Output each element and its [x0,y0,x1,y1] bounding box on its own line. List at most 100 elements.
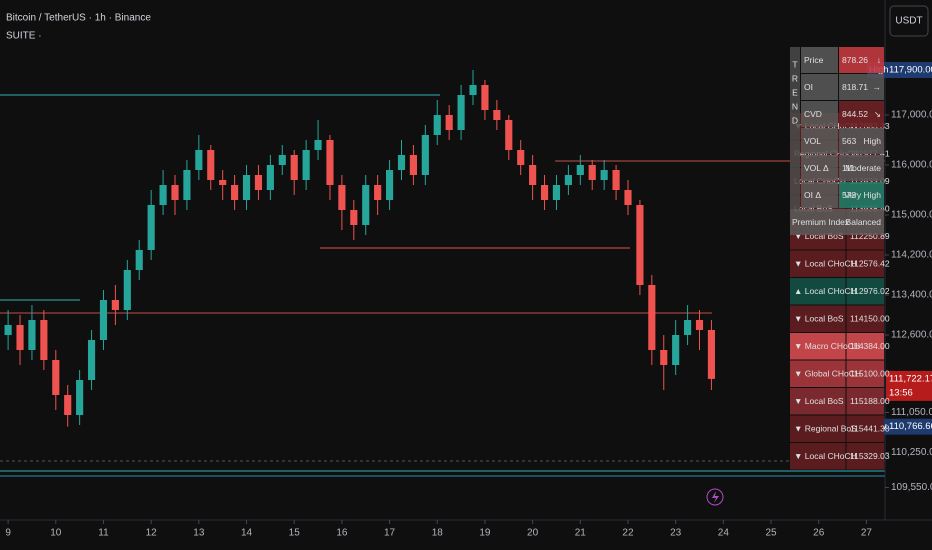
candle-body [385,170,394,200]
structure-value: 112976.02 [850,286,890,296]
candle-body [612,170,620,190]
structure-row-bg [790,333,884,360]
price-tag-countdown: 13:56 [889,387,913,398]
candle-body [338,185,346,210]
trend-label: CVD [804,109,822,119]
trend-label-bg [801,101,838,127]
structure-label: ▼ Regional BoS [794,424,857,434]
candle-body [457,95,465,130]
structure-row-bg [790,278,884,305]
trend-value-bg [839,128,884,154]
x-tick-label: 26 [813,528,825,539]
candle-body [290,155,298,180]
candle-body [302,150,310,180]
candle-body [695,320,704,330]
levels [0,94,885,477]
structure-value: 115100.00 [850,369,890,379]
trend-value-bg [839,47,884,73]
x-tick-label: 19 [479,528,491,539]
candle-body [529,165,537,185]
candle-body [254,175,263,190]
price-tag: 111,722.17 13:56 [886,370,932,401]
y-tick-label: 109,550.00 [891,482,932,493]
trend-state: High [864,136,882,146]
structure-label: ▼ Local CHoCH [794,259,857,269]
trend-side-bg [790,47,800,209]
candle-body [636,205,644,285]
trend-label: OI [804,82,813,92]
trend-value: 573 [842,190,856,200]
trend-state: ↓ [877,55,881,65]
alert-bolt [712,491,719,503]
candle-body [242,175,251,200]
candle-body [16,325,24,350]
price-tag-label: 111,722.17 [889,373,932,384]
y-tick-label: 116,000.00 [891,160,932,171]
currency-button[interactable] [889,5,929,37]
trend-state: Moderate [845,163,881,173]
structure-value: 114384.00 [850,341,890,351]
x-tick-label: 17 [384,528,396,539]
trend-value-bg [839,74,884,100]
candle-body [552,185,561,200]
candle-body [183,170,191,200]
trend-label-bg [801,182,838,208]
candle-body [207,150,215,180]
trend-side-letter: N [792,101,798,111]
candle-body [326,140,334,185]
x-tick-label: 22 [622,528,634,539]
trend-label-bg [801,128,838,154]
currency-label[interactable]: USDT [895,16,922,27]
trend-state: Very High [844,190,881,200]
candle-body [362,185,370,225]
candle-body [231,185,239,200]
trend-side-letter: T [792,59,797,69]
x-tick-label: 16 [336,528,348,539]
trend-label: OI Δ [804,190,821,200]
structure-value: 115441.38 [850,424,890,434]
x-tick-label: 20 [527,528,539,539]
candle-body [588,165,596,180]
structure-label: ▼ Local BoS [794,396,844,406]
trend-label: Premium Index [792,217,850,227]
structure-value: 113938.40 [850,204,890,214]
structure-value: 115188.00 [850,396,890,406]
y-tick-label: 112,600.00 [891,330,932,341]
candle-body [409,155,417,175]
x-tick-label: 21 [575,528,587,539]
x-tick-label: 23 [670,528,682,539]
x-tick-label: 15 [289,528,301,539]
candle-body [87,340,96,380]
candle-body [171,185,179,200]
trend-label: VOL [804,136,821,146]
y-tick-label: 113,400.00 [891,290,932,301]
candle-body [481,85,489,110]
y-tick-label: 115,000.00 [891,210,932,221]
candle-body [278,155,286,165]
structure-label: ▼ Global CHoCH [794,369,861,379]
trend-label-bg [801,74,838,100]
y-tick-label: 110,250.00 [891,447,932,458]
x-tick-label: 27 [861,528,873,539]
candle-body [159,185,167,205]
structure-row-bg [790,388,884,415]
candle-body [52,360,60,395]
x-tick-label: 13 [193,528,205,539]
trend-label: VOL Δ [804,163,829,173]
structure-label: ▼ Local BoS [794,231,844,241]
trend-value-bg [839,155,884,181]
trend-value: 111 [842,163,855,173]
candle-body [648,285,656,350]
x-tick-label: 9 [5,528,11,539]
structure-label: Local BoS [794,204,833,214]
alert-icon[interactable] [706,488,724,506]
trend-label: Price [804,55,824,65]
candle-body [707,330,716,379]
candle-body [374,185,382,200]
candle-body [266,165,274,190]
candle-body [28,320,36,350]
candle-body [564,175,572,185]
structure-row-bg [790,443,884,470]
structure-label: ▲ Local CHoCH [794,286,857,296]
